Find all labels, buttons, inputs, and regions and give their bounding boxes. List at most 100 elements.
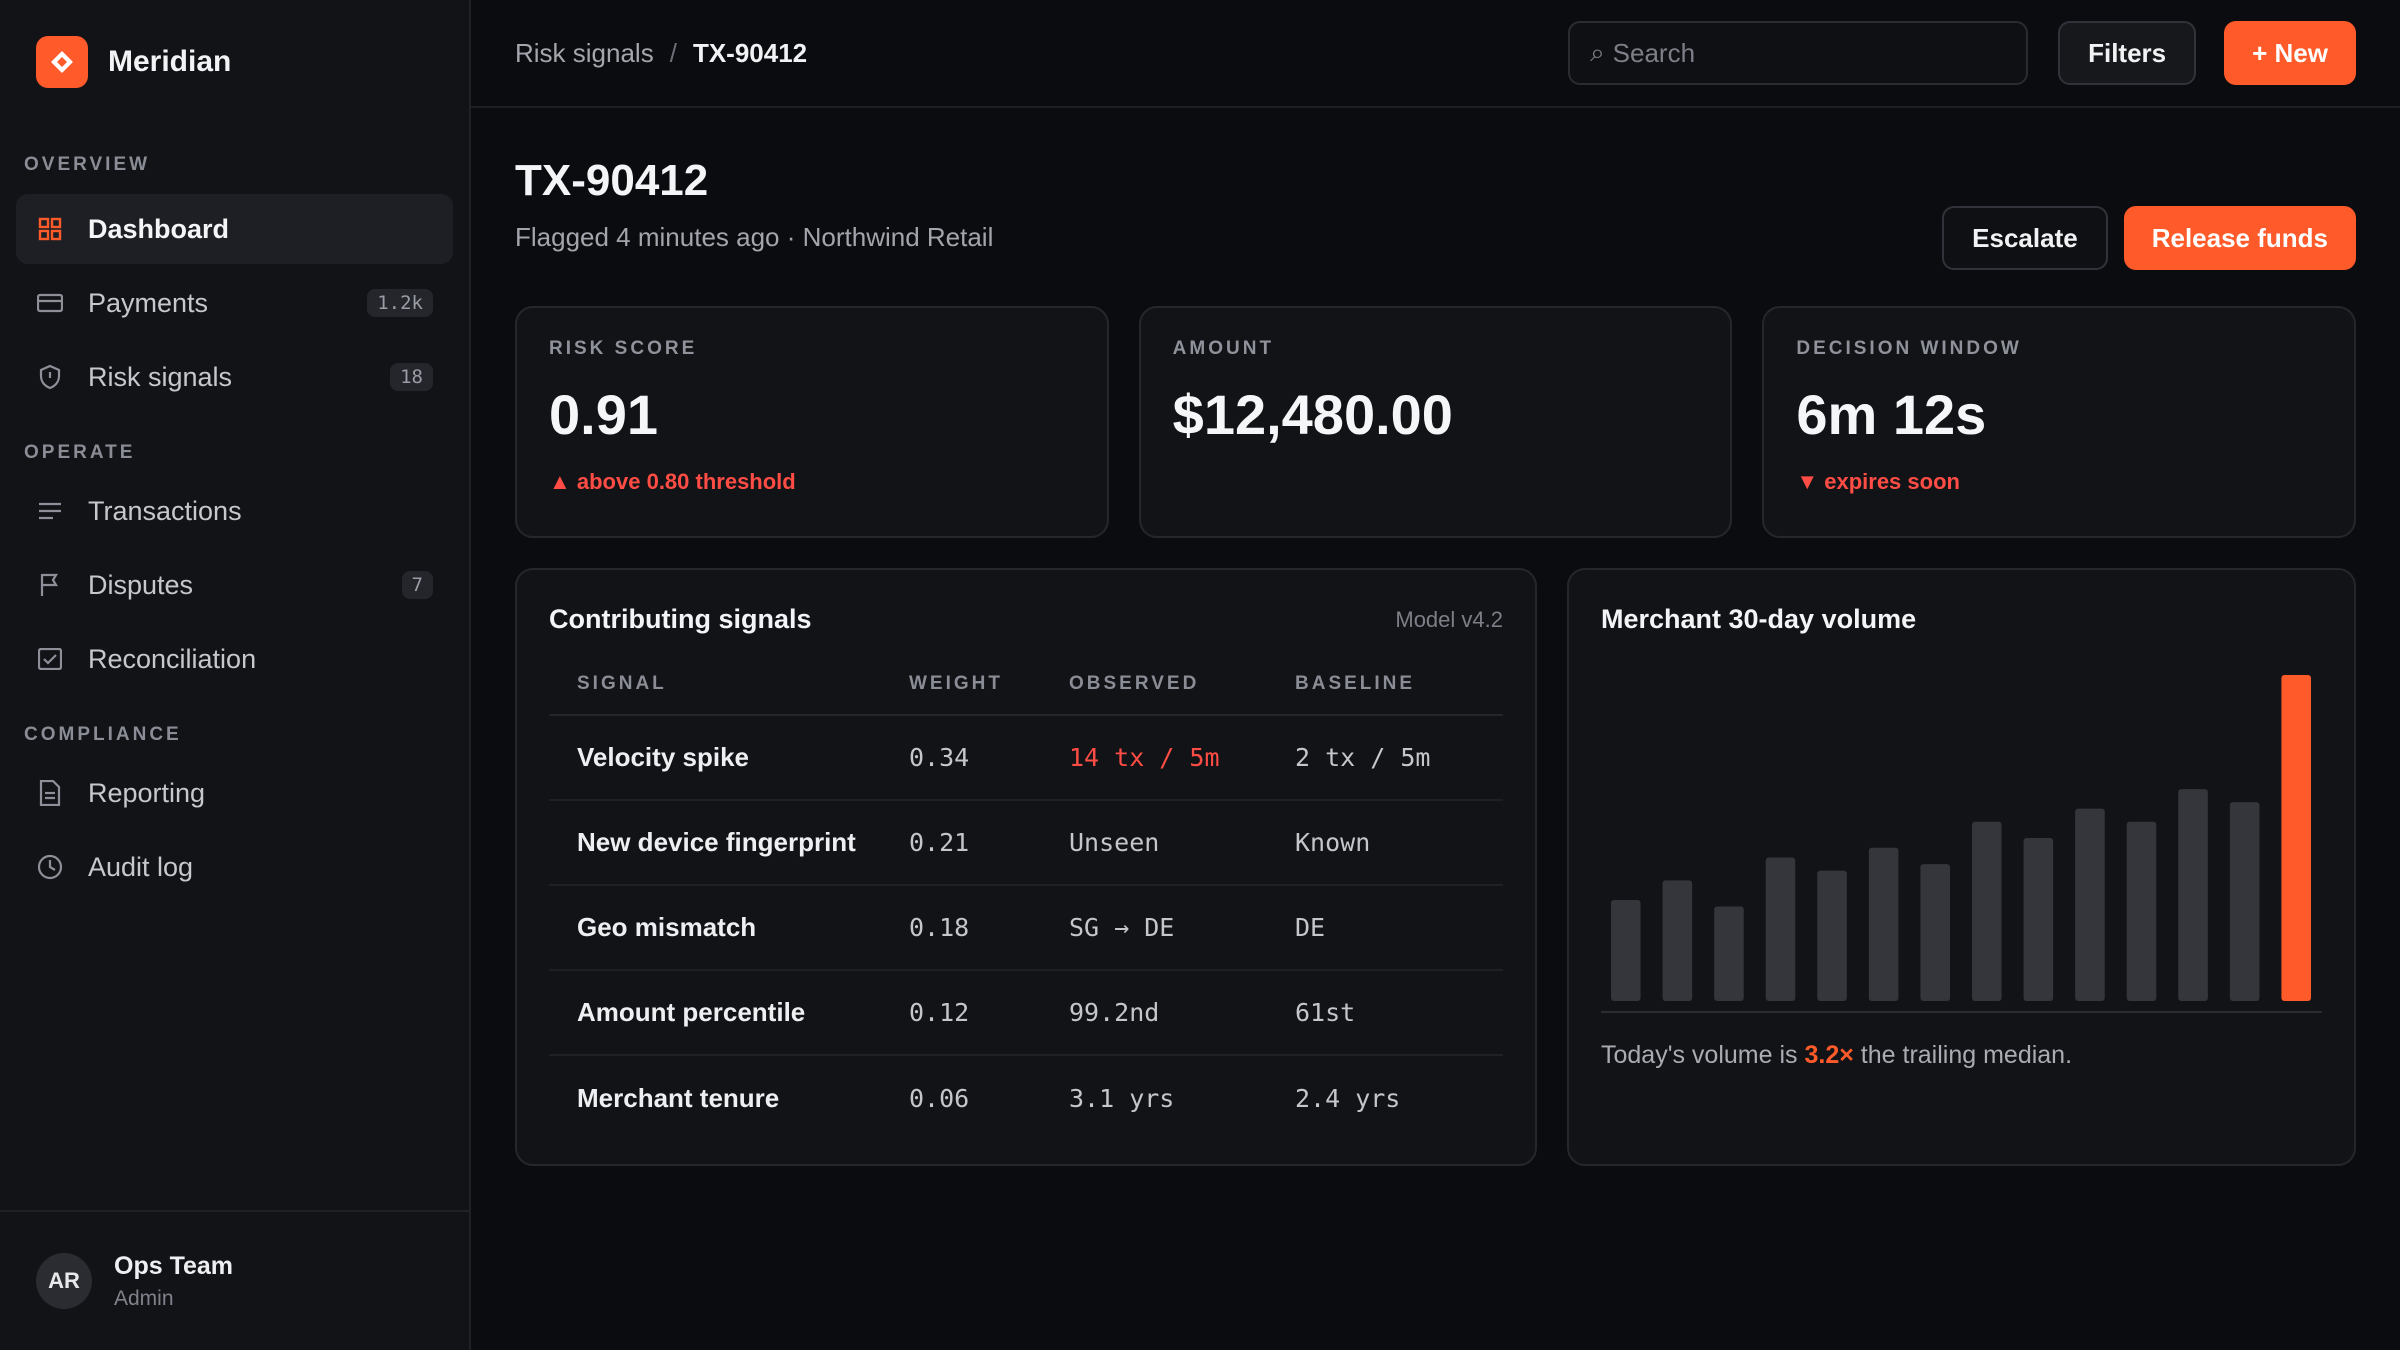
panel-title: Merchant 30-day volume (1601, 604, 1917, 634)
cell-observed: 99.2nd (1069, 970, 1295, 1056)
stat-label: DECISION WINDOW (1796, 338, 2022, 359)
stat-note: ▼ expires soon (1796, 469, 1960, 494)
column-header: OBSERVED (1069, 653, 1295, 716)
volume-bar (2126, 821, 2157, 1001)
cell-observed: SG → DE (1069, 885, 1295, 971)
volume-bar (2075, 808, 2105, 1001)
flag-icon (36, 571, 64, 599)
clock-icon (36, 853, 64, 881)
sidebar-item-payments[interactable]: Payments 1.2k (16, 268, 453, 338)
table-row[interactable]: Merchant tenure 0.06 3.1 yrs 2.4 yrs (549, 1055, 1503, 1140)
breadcrumb-current: TX-90412 (692, 37, 808, 68)
column-header: SIGNAL (549, 653, 909, 716)
stat-cards: RISK SCORE 0.91 ▲ above 0.80 threshold A… (515, 306, 2357, 538)
volume-bar (1920, 864, 1950, 1001)
panel-header: Contributing signals Model v4.2 (549, 604, 1503, 635)
user-menu[interactable]: AR Ops Team Admin (0, 1210, 469, 1350)
new-button[interactable]: + New (2224, 21, 2356, 85)
cell-weight: 0.12 (909, 970, 1069, 1056)
diamond-icon (36, 36, 88, 88)
chart-baseline-rule (1601, 1011, 2322, 1013)
caption-text: the trailing median. (1860, 1041, 2073, 1069)
main: Risk signals / TX-90412 ⌕ Filters + New … (471, 0, 2400, 1350)
table-header-row: SIGNAL WEIGHT OBSERVED BASELINE (549, 653, 1503, 716)
cell-baseline: 2.4 yrs (1295, 1083, 1401, 1113)
sidebar-item-reconciliation[interactable]: Reconciliation (16, 624, 453, 694)
section-label-overview: OVERVIEW (24, 154, 151, 175)
cell-baseline: DE (1295, 885, 1503, 971)
volume-bars (1611, 675, 2311, 1001)
cell-observed: 3.1 yrs (1069, 1083, 1175, 1113)
user-name: Ops Team (114, 1251, 234, 1280)
count-badge: 1.2k (367, 289, 433, 317)
volume-bar (1817, 870, 1847, 1001)
volume-bar (1765, 857, 1796, 1001)
stat-value: 0.91 (549, 383, 658, 446)
filters-button[interactable]: Filters (2058, 21, 2197, 85)
search-box[interactable]: ⌕ (1568, 21, 2029, 85)
page-title: TX-90412 (515, 156, 709, 205)
volume-bar-today (2281, 675, 2311, 1001)
sidebar-item-label: Reconciliation (88, 643, 257, 674)
card-icon (36, 289, 64, 317)
column-header: WEIGHT (909, 653, 1069, 716)
breadcrumb-parent[interactable]: Risk signals (515, 37, 654, 68)
search-input[interactable] (1612, 37, 1993, 69)
volume-caption: Today's volume is 3.2× the trailing medi… (1601, 1041, 2322, 1070)
table-row[interactable]: Velocity spike 0.34 14 tx / 5m 2 tx / 5m (549, 715, 1503, 801)
topbar: Risk signals / TX-90412 ⌕ Filters + New (471, 0, 2400, 108)
sidebar-item-reporting[interactable]: Reporting (16, 758, 453, 828)
user-role: Admin (114, 1286, 174, 1310)
cell-signal: Velocity spike (549, 715, 909, 801)
page-header: TX-90412 Flagged 4 minutes ago · Northwi… (515, 108, 2356, 298)
sidebar: Meridian OVERVIEW Dashboard Payments 1.2… (0, 0, 471, 1350)
sidebar-item-risk-signals[interactable]: Risk signals 18 (16, 342, 453, 412)
cell-weight: 0.06 (909, 1083, 970, 1113)
volume-bar (2023, 838, 2054, 1001)
sidebar-item-transactions[interactable]: Transactions (16, 476, 453, 546)
sidebar-item-dashboard[interactable]: Dashboard (16, 194, 453, 264)
cell-weight: 0.34 (909, 715, 1069, 801)
escalate-button[interactable]: Escalate (1942, 206, 2108, 270)
shield-icon (36, 363, 64, 391)
sidebar-item-label: Transactions (88, 495, 242, 526)
search-icon: ⌕ (1590, 37, 1605, 67)
sidebar-item-label: Risk signals (88, 361, 233, 392)
brand[interactable]: Meridian (0, 0, 469, 124)
caption-text: Today's volume is (1601, 1041, 1798, 1069)
sidebar-item-label: Dashboard (88, 213, 230, 244)
cell-baseline: Known (1295, 800, 1503, 886)
content: TX-90412 Flagged 4 minutes ago · Northwi… (471, 108, 2400, 1166)
breadcrumb-separator: / (669, 37, 677, 68)
stat-card-risk-score: RISK SCORE 0.91 ▲ above 0.80 threshold (515, 306, 1109, 538)
grid-icon (36, 215, 64, 243)
volume-bar (2229, 802, 2260, 1001)
table-row[interactable]: Geo mismatch 0.18 SG → DE DE (549, 885, 1503, 971)
cell-signal: Geo mismatch (549, 885, 909, 971)
sidebar-item-audit-log[interactable]: Audit log (16, 832, 453, 902)
sidebar-item-label: Disputes (88, 569, 194, 600)
table-row[interactable]: Amount percentile 0.12 99.2nd 61st (549, 970, 1503, 1056)
release-funds-button[interactable]: Release funds (2123, 206, 2356, 270)
top-actions: ⌕ Filters + New (1568, 21, 2356, 85)
model-version: Model v4.2 (1395, 606, 1503, 632)
stat-value: 6m 12s (1796, 383, 1987, 446)
volume-panel: Merchant 30-day volume Today's volume is… (1567, 568, 2356, 1166)
volume-bar (1662, 880, 1693, 1001)
cell-signal: Merchant tenure (577, 1082, 780, 1113)
lower-panels: Contributing signals Model v4.2 SIGNAL W… (515, 568, 2356, 1166)
table-row[interactable]: New device fingerprint 0.21 Unseen Known (549, 800, 1503, 886)
stat-card-decision-window: DECISION WINDOW 6m 12s ▼ expires soon (1762, 306, 2357, 538)
count-badge: 7 (401, 571, 433, 599)
volume-chart (1601, 671, 2322, 1013)
list-icon (36, 497, 64, 525)
cell-baseline: 2 tx / 5m (1295, 715, 1503, 801)
column-header: BASELINE (1295, 653, 1503, 716)
check-box-icon (36, 645, 64, 673)
section-label-compliance: COMPLIANCE (24, 724, 182, 745)
volume-bar (1714, 906, 1744, 1001)
sidebar-item-disputes[interactable]: Disputes 7 (16, 550, 453, 620)
signals-table: SIGNAL WEIGHT OBSERVED BASELINE Velocity… (549, 653, 1503, 1140)
stat-note: ▲ above 0.80 threshold (549, 469, 796, 494)
